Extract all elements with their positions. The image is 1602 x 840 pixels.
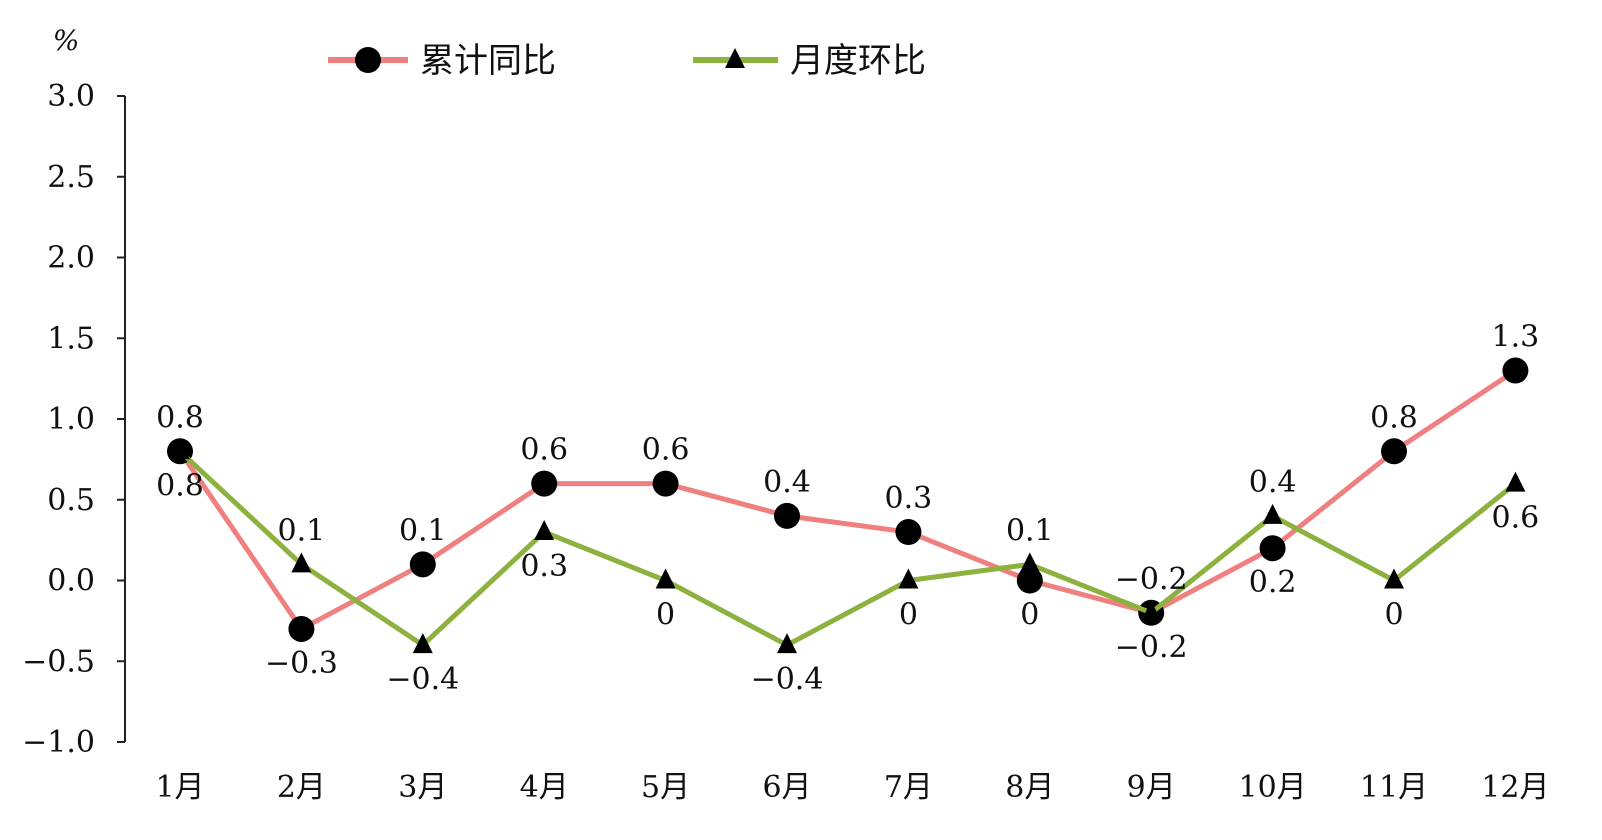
y-tick-label: 3.0: [47, 79, 95, 114]
data-label: −0.4: [386, 662, 459, 697]
data-label: 0.1: [399, 513, 447, 548]
circle-point: [774, 502, 800, 529]
y-tick-label: 2.0: [47, 241, 95, 276]
legend-triangle-marker: [725, 48, 745, 68]
triangle-point: [1262, 503, 1283, 524]
y-tick-label: −1.0: [22, 725, 95, 760]
data-label: 0.6: [642, 433, 690, 468]
triangle-point: [412, 633, 433, 654]
y-axis-unit-label: %: [53, 24, 80, 57]
x-tick-label: 3月: [398, 770, 447, 805]
circle-point: [895, 519, 922, 546]
x-tick-label: 10月: [1239, 770, 1307, 805]
x-tick-label: 1月: [155, 770, 204, 805]
triangle-point: [1019, 552, 1040, 573]
series-monthly: [170, 439, 1526, 654]
series-line: [177, 368, 1517, 632]
triangle-point: [655, 568, 676, 589]
triangle-point: [898, 568, 919, 589]
circle-point: [288, 615, 315, 642]
circle-point: [1259, 535, 1286, 562]
data-label: 0.3: [520, 549, 568, 584]
triangle-point: [1141, 600, 1162, 621]
circle-point: [1016, 567, 1043, 594]
triangle-point: [777, 633, 797, 654]
y-tick-label: 1.5: [47, 321, 95, 356]
legend-item: 月度环比: [693, 41, 926, 81]
legend: 累计同比 月度环比: [328, 41, 926, 81]
x-tick-label: 5月: [641, 770, 690, 805]
legend-circle-marker: [355, 47, 381, 73]
axes: 3.0 2.5 2.0 1.5 1.0 0.5 0.0 −0.5 −1.0% 1月 2月 3月 4月 5月…: [22, 24, 1549, 805]
x-tick-label: 12月: [1481, 770, 1549, 805]
x-tick-label: 6月: [762, 770, 811, 805]
y-tick-label: 1.0: [47, 402, 95, 437]
triangle-point: [170, 439, 190, 460]
series-lines: [167, 357, 1529, 654]
y-tick-label: 2.5: [47, 160, 95, 195]
data-label: 0.8: [156, 468, 204, 503]
data-labels: 0.8 −0.3 0.1 0.6 0.6 0.4 0.3 0 −0.2 0.2 0.8 1.3 0.8 0…: [156, 320, 1539, 698]
triangle-point: [1384, 568, 1404, 589]
y-tick-label: −0.5: [22, 644, 95, 679]
data-label: 0: [1384, 598, 1403, 633]
data-label: 0.4: [1249, 465, 1297, 500]
data-label: 0: [1020, 598, 1039, 633]
data-label: 0.1: [1006, 513, 1054, 548]
x-tick-label: 8月: [1005, 770, 1054, 805]
circle-point: [531, 470, 558, 497]
legend-label: 累计同比: [420, 41, 556, 81]
legend-item: 累计同比: [328, 41, 556, 81]
data-label: 0.6: [520, 433, 568, 468]
data-label: −0.4: [751, 662, 824, 697]
data-label: 0.8: [156, 400, 204, 435]
circle-point: [409, 551, 436, 578]
x-tick-label: 11月: [1360, 770, 1428, 805]
data-label: 0.2: [1249, 565, 1297, 600]
data-label: 0: [899, 598, 918, 633]
legend-label: 月度环比: [790, 41, 926, 81]
data-label: 0.4: [763, 465, 811, 500]
y-tick-label: 0.5: [47, 483, 95, 518]
data-label: −0.2: [1115, 630, 1188, 665]
data-label: −0.2: [1115, 562, 1188, 597]
x-tick-label: 7月: [884, 770, 933, 805]
data-label: 0.1: [278, 513, 326, 548]
triangle-point: [1505, 471, 1526, 492]
x-tick-label: 2月: [277, 770, 326, 805]
circle-point: [1502, 357, 1529, 384]
data-label: 0.3: [885, 481, 933, 516]
circle-point: [1381, 438, 1407, 465]
x-tick-label: 9月: [1127, 770, 1176, 805]
data-label: 0.6: [1492, 501, 1540, 536]
series-line: [178, 449, 1517, 648]
triangle-point: [291, 552, 312, 573]
y-tick-label: 0.0: [47, 564, 95, 599]
triangle-point: [534, 520, 555, 541]
data-label: 1.3: [1492, 320, 1540, 355]
circle-point: [652, 470, 679, 497]
series-cumulative: [167, 357, 1529, 642]
x-tick-label: 4月: [520, 770, 569, 805]
data-label: −0.3: [265, 646, 338, 681]
data-label: 0.8: [1370, 400, 1418, 435]
data-label: 0: [656, 598, 675, 633]
